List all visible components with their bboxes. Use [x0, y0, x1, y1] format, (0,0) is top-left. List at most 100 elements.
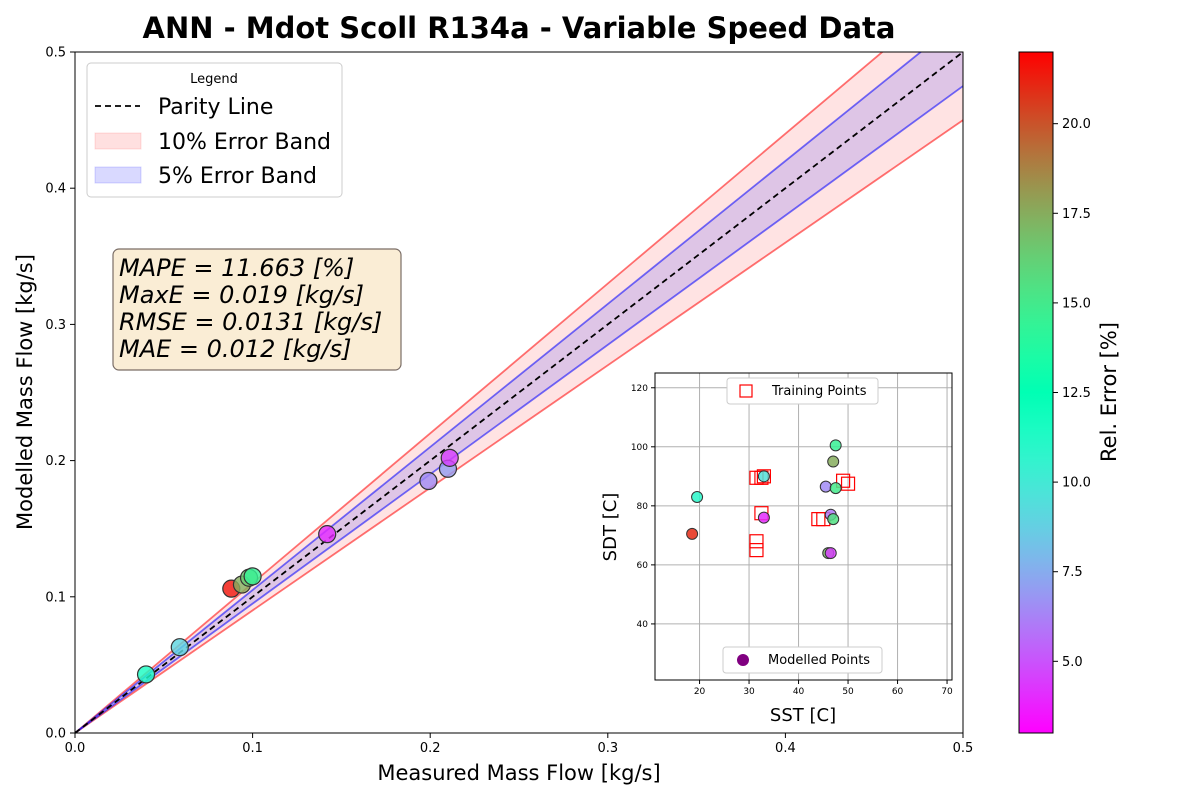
modelled-point — [827, 455, 840, 468]
training-point — [840, 476, 856, 491]
inset-y-tick-label: 40 — [637, 620, 649, 630]
inset-bg — [655, 373, 952, 680]
colorbar-tick-label: 5.0 — [1062, 655, 1083, 670]
legend-5pct-label: 5% Error Band — [158, 164, 317, 189]
inset-y-tick-label: 120 — [631, 384, 648, 394]
inset-legend-training-box — [726, 377, 879, 405]
stats-mae: MAE = 0.012 [kg/s] — [119, 335, 351, 363]
inset-x-tick-label: 60 — [892, 687, 904, 697]
inset-legend-modelled-label: Modelled Points — [768, 653, 870, 668]
colorbar-tick-label: 10.0 — [1062, 476, 1091, 491]
colorbar-tick-label: 12.5 — [1062, 386, 1091, 401]
chart-title: ANN - Mdot Scoll R134a - Variable Speed … — [143, 11, 896, 45]
inset-x-tick-label: 50 — [842, 687, 854, 697]
legend-5pct-swatch — [94, 166, 142, 184]
data-point — [136, 665, 156, 684]
y-tick-label: 0.5 — [45, 46, 66, 61]
inset-x-tick-label: 20 — [694, 687, 706, 697]
y-tick-label: 0.3 — [45, 318, 66, 333]
legend-box — [86, 62, 343, 198]
y-tick-label: 0.0 — [45, 727, 66, 742]
modelled-point — [824, 547, 837, 560]
inset-legend-training-label: Training Points — [771, 384, 867, 399]
error-bands — [75, 52, 963, 733]
inset-plot: 20 30 40 50 60 70 40 60 80 100 120 SST [C] SDT [C… — [600, 372, 953, 726]
data-point — [243, 567, 262, 586]
x-tick-label: 0.2 — [420, 741, 441, 756]
inset-modelled-points — [686, 439, 842, 560]
modelled-point — [757, 470, 770, 483]
training-point — [835, 473, 851, 488]
training-point — [749, 534, 764, 549]
inset-x-label: SST [C] — [770, 705, 836, 726]
legend-parity-label: Parity Line — [158, 95, 273, 120]
colorbar-tick-label: 7.5 — [1062, 565, 1083, 580]
band-lower-edge-0 — [75, 119, 963, 733]
colorbar-ticks: 5.0 7.5 10.0 12.5 15.0 17.5 20.0 — [1053, 117, 1091, 670]
y-tick-label: 0.4 — [45, 182, 66, 197]
modelled-point — [819, 480, 832, 493]
colorbar-label: Rel. Error [%] — [1097, 322, 1121, 462]
stats-mape: MAPE = 11.663 [%] — [119, 254, 354, 282]
training-point-swatch — [739, 384, 753, 398]
modelled-point — [827, 513, 840, 526]
inset-legend-modelled: Modelled Points — [722, 646, 883, 674]
modelled-point — [757, 511, 770, 524]
legend-title: Legend — [190, 72, 238, 87]
data-point — [419, 471, 438, 491]
inset-frame — [654, 372, 953, 681]
parity-line — [74, 51, 964, 734]
inset-x-tick-label: 30 — [743, 687, 755, 697]
inset-y-label: SDT [C] — [600, 493, 621, 562]
inset-y-tick-label: 80 — [637, 502, 649, 512]
stats-box: MAPE = 11.663 [%] MaxE = 0.019 [kg/s] RM… — [112, 248, 402, 371]
y-tick-label: 0.2 — [45, 454, 66, 469]
band-upper-edge-0 — [75, 52, 884, 733]
modelled-point — [829, 482, 842, 495]
data-point — [440, 448, 459, 467]
main-y-ticks: 0.0 0.1 0.2 0.3 0.4 0.5 — [45, 46, 75, 742]
inset-y-tick-label: 100 — [631, 443, 648, 453]
modelled-point-swatch — [737, 654, 749, 666]
y-tick-label: 0.1 — [45, 590, 66, 605]
x-tick-label: 0.5 — [953, 741, 974, 756]
colorbar-tick-label: 20.0 — [1062, 117, 1091, 132]
modelled-point — [686, 527, 699, 540]
colorbar: 5.0 7.5 10.0 12.5 15.0 17.5 20.0 Rel. Error [%… — [1018, 51, 1121, 734]
main-points — [136, 448, 459, 684]
inset-legend-training: Training Points — [726, 377, 879, 405]
training-point — [749, 543, 764, 558]
stats-maxe: MaxE = 0.019 [kg/s] — [119, 281, 364, 309]
x-tick-label: 0.0 — [65, 741, 86, 756]
inset-x-tick-label: 70 — [941, 687, 953, 697]
inset-legend-modelled-box — [722, 646, 883, 674]
inset-x-tick-label: 40 — [793, 687, 805, 697]
legend: Legend Parity Line 10% Error Band 5% Err… — [86, 62, 343, 198]
band-fill-1 — [75, 52, 963, 733]
inset-x-ticks: 20 30 40 50 60 70 — [694, 680, 953, 697]
legend-10pct-swatch — [94, 132, 142, 150]
band-lower-edge-1 — [75, 85, 963, 733]
legend-10pct-label: 10% Error Band — [158, 130, 331, 155]
colorbar-scale — [1018, 51, 1054, 734]
x-tick-label: 0.3 — [597, 741, 618, 756]
data-point — [318, 525, 337, 544]
x-tick-label: 0.4 — [775, 741, 796, 756]
colorbar-tick-label: 17.5 — [1062, 207, 1091, 222]
band-upper-edge-1 — [75, 52, 923, 733]
main-x-ticks: 0.0 0.1 0.2 0.3 0.4 0.5 — [65, 733, 974, 756]
training-point — [756, 469, 772, 484]
band-fill-0 — [75, 52, 963, 733]
main-y-label: Modelled Mass Flow [kg/s] — [13, 254, 37, 530]
stats-box-bg — [112, 248, 402, 371]
main-plot-frame — [74, 51, 964, 734]
stats-rmse: RMSE = 0.0131 [kg/s] — [119, 308, 382, 336]
inset-y-tick-label: 60 — [637, 561, 649, 571]
modelled-point — [829, 439, 842, 452]
main-x-label: Measured Mass Flow [kg/s] — [377, 761, 660, 785]
x-tick-label: 0.1 — [242, 741, 263, 756]
data-point — [170, 638, 189, 657]
modelled-point — [691, 490, 704, 503]
colorbar-tick-label: 15.0 — [1062, 296, 1091, 311]
